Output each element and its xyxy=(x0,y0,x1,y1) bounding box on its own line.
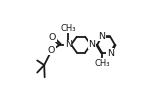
Text: CH₃: CH₃ xyxy=(61,24,76,33)
Text: O: O xyxy=(48,46,55,55)
Text: N: N xyxy=(98,32,105,41)
Text: N: N xyxy=(88,40,95,49)
Text: CH₃: CH₃ xyxy=(94,59,110,68)
Text: N: N xyxy=(107,49,114,57)
Text: O: O xyxy=(49,33,56,42)
Text: N: N xyxy=(65,40,72,49)
